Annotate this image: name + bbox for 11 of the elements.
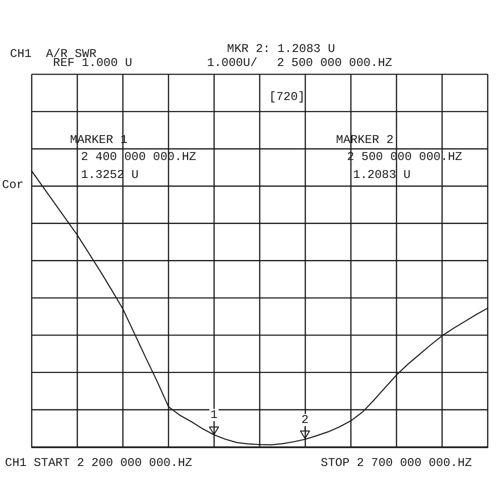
annotation: 1.3252 U bbox=[81, 168, 139, 182]
text: MKR 2: 1.2083 U bbox=[227, 42, 336, 56]
text: 2 500 000 000.HZ bbox=[277, 56, 392, 70]
text: 1.000U/ bbox=[207, 56, 258, 70]
annotation: 2 bbox=[301, 413, 309, 427]
annotation: 1 bbox=[210, 408, 218, 422]
text: STOP 2 700 000 000.HZ bbox=[320, 456, 472, 470]
text: Cor bbox=[2, 178, 24, 192]
text: [720] bbox=[269, 90, 306, 104]
text: CH1 START 2 200 000 000.HZ bbox=[5, 456, 192, 470]
annotation: 1.2083 U bbox=[353, 168, 411, 182]
